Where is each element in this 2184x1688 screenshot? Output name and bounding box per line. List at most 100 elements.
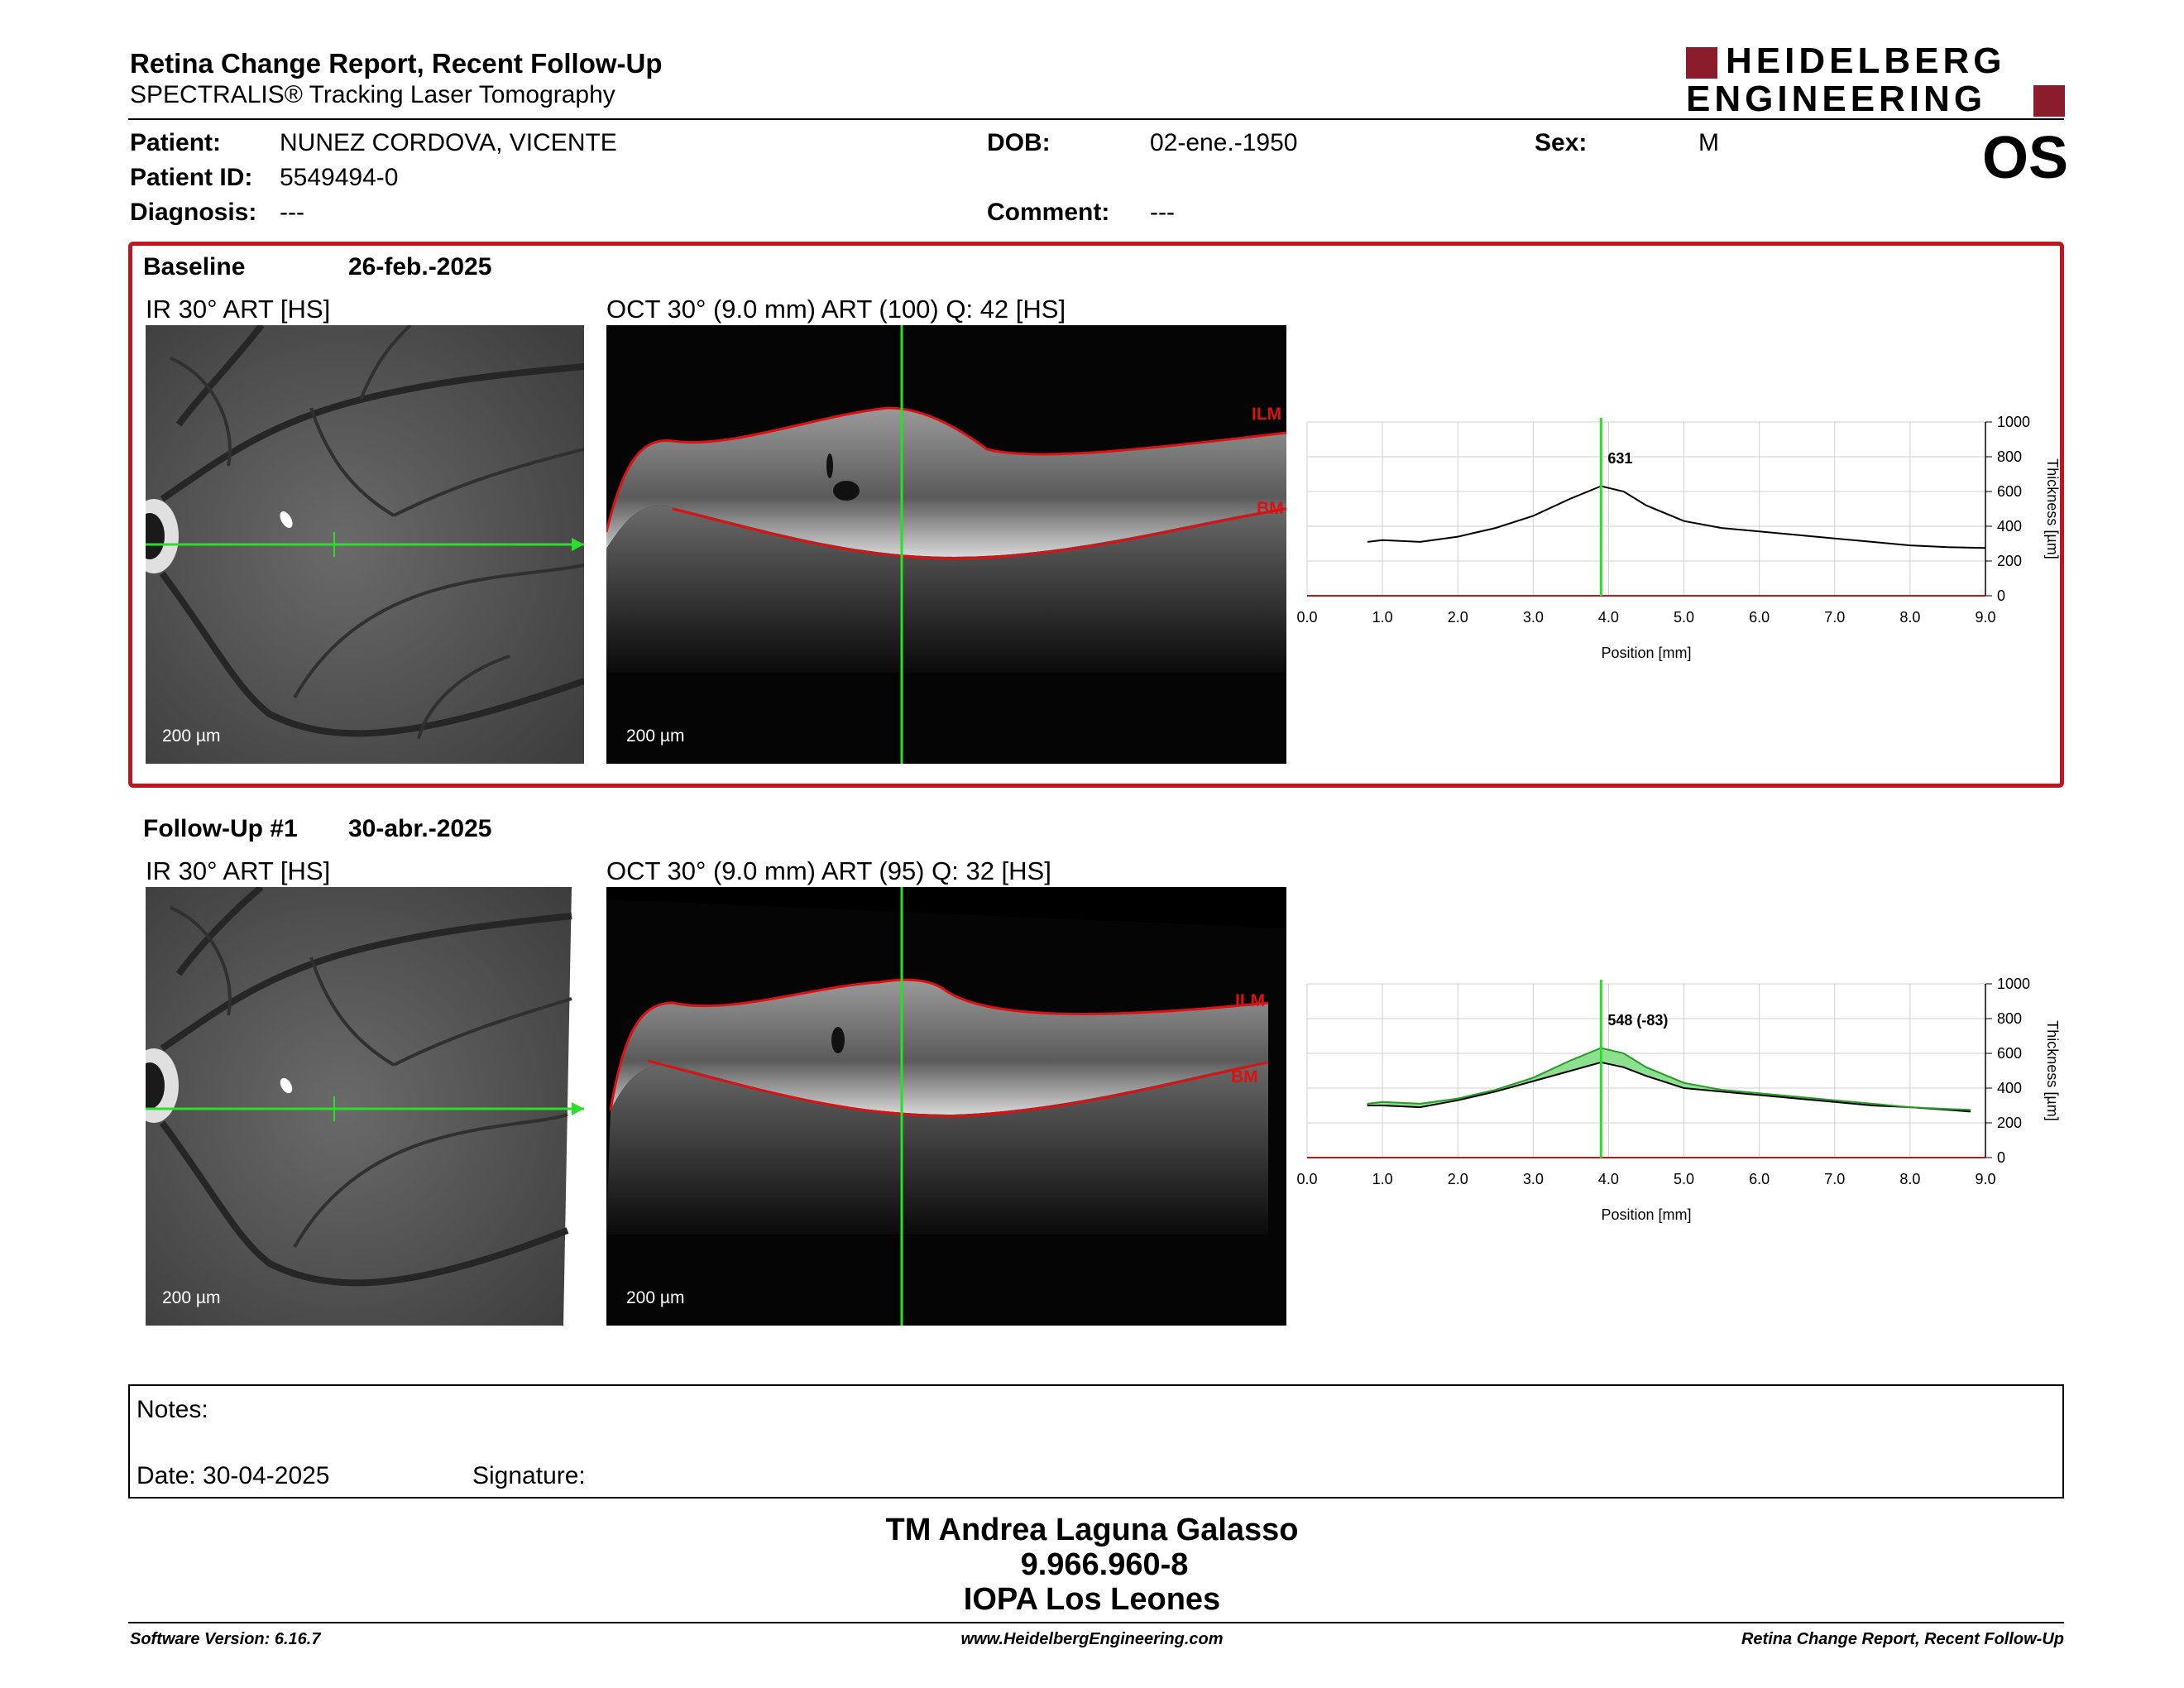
- followup-oct-scale: 200 µm: [626, 1288, 685, 1307]
- fundus-vessels-icon: [146, 887, 584, 1326]
- followup-bm-label: BM: [1231, 1067, 1258, 1086]
- notes-label: Notes:: [136, 1396, 208, 1423]
- thickness-line: [1367, 1047, 1971, 1111]
- baseline-ir-image[interactable]: 200 µm: [146, 325, 584, 764]
- x-tick-label: 3.0: [1523, 1171, 1544, 1187]
- comment-value: ---: [1150, 199, 1175, 226]
- baseline-thickness-chart: 0.0 1.0 2.0 3.0 4.0 5.0 6.0 7.0 8.0 9.00 200 400 600…: [1296, 414, 2061, 661]
- sex-label: Sex:: [1535, 129, 1588, 156]
- dob-label: DOB:: [987, 129, 1051, 156]
- x-tick-label: 6.0: [1749, 609, 1770, 626]
- y-tick-label: 800: [1997, 448, 2022, 465]
- x-tick-label: 9.0: [1975, 1171, 1995, 1187]
- logo-square-icon: [1686, 47, 1717, 79]
- y-tick-label: 1000: [1997, 976, 2030, 992]
- x-tick-label: 8.0: [1899, 1171, 1920, 1187]
- patient-label: Patient:: [130, 129, 222, 156]
- y-tick-label: 200: [1997, 553, 2022, 569]
- marker-value-label: 548 (-83): [1607, 1012, 1668, 1029]
- marker-value-label: 631: [1607, 450, 1632, 467]
- x-tick-label: 8.0: [1899, 609, 1920, 626]
- baseline-ir-scale: 200 µm: [162, 727, 221, 746]
- x-tick-label: 1.0: [1372, 609, 1393, 626]
- x-tick-label: 4.0: [1598, 609, 1619, 626]
- y-tick-label: 800: [1997, 1010, 2022, 1027]
- website-link[interactable]: www.HeidelbergEngineering.com: [960, 1630, 1224, 1648]
- software-version: Software Version: 6.16.7: [130, 1630, 321, 1648]
- diagnosis-label: Diagnosis:: [130, 199, 257, 226]
- followup-ir-scale: 200 µm: [162, 1288, 221, 1307]
- x-tick-label: 7.0: [1824, 1171, 1845, 1187]
- notes-box[interactable]: Notes: Date: 30-04-2025 Signature:: [128, 1384, 2064, 1499]
- followup-ir-image[interactable]: 200 µm: [146, 887, 584, 1326]
- x-tick-label: 9.0: [1975, 609, 1995, 626]
- heidelberg-logo: HEIDELBERG ENGINEERING: [1686, 41, 2067, 119]
- x-tick-label: 2.0: [1448, 1171, 1468, 1187]
- x-tick-label: 5.0: [1674, 1171, 1694, 1187]
- x-axis-label: Position [mm]: [1601, 645, 1691, 661]
- footer-divider: [128, 1622, 2064, 1623]
- eye-indicator: OS: [1981, 125, 2068, 191]
- baseline-oct-label: OCT 30° (9.0 mm) ART (100) Q: 42 [HS]: [606, 295, 1066, 324]
- oct-bscan-icon: [606, 887, 1286, 1326]
- y-axis-label: Thickness [µm]: [2044, 458, 2061, 559]
- logo-line1: HEIDELBERG: [1726, 41, 2006, 81]
- patient-id-label: Patient ID:: [130, 164, 253, 191]
- followup-oct-image[interactable]: ILM BM 200 µm: [606, 887, 1286, 1326]
- patient-name: NUNEZ CORDOVA, VICENTE: [280, 129, 617, 156]
- baseline-bm-label: BM: [1257, 499, 1284, 518]
- logo-line2: ENGINEERING: [1686, 79, 1987, 119]
- x-tick-label: 0.0: [1296, 609, 1317, 626]
- baseline-section: [128, 242, 2064, 788]
- signer-name: TM Andrea Laguna Galasso: [885, 1513, 1299, 1547]
- baseline-oct-image[interactable]: ILM BM 200 µm: [606, 325, 1286, 764]
- thickness-line: [1367, 1061, 1971, 1113]
- x-tick-label: 4.0: [1598, 1171, 1619, 1187]
- y-tick-label: 1000: [1997, 414, 2030, 430]
- notes-date: Date: 30-04-2025: [136, 1462, 330, 1489]
- patient-id: 5549494-0: [280, 164, 399, 191]
- logo-square-icon: [2033, 85, 2065, 117]
- y-tick-label: 0: [1997, 587, 2005, 604]
- thickness-line: [1367, 485, 1986, 549]
- baseline-date: 26-feb.-2025: [348, 253, 492, 281]
- diagnosis-value: ---: [280, 199, 304, 226]
- y-tick-label: 0: [1997, 1149, 2005, 1166]
- y-tick-label: 200: [1997, 1115, 2022, 1131]
- sex-value: M: [1698, 129, 1719, 156]
- baseline-oct-scale: 200 µm: [626, 727, 685, 746]
- baseline-ilm-label: ILM: [1252, 405, 1282, 424]
- signature-label: Signature:: [472, 1462, 586, 1489]
- x-axis-label: Position [mm]: [1601, 1206, 1691, 1223]
- x-tick-label: 2.0: [1448, 609, 1468, 626]
- oct-bscan-icon: [606, 325, 1286, 764]
- report-title: Retina Change Report, Recent Follow-Up: [130, 48, 663, 79]
- y-tick-label: 400: [1997, 1080, 2022, 1096]
- baseline-label: Baseline: [143, 253, 246, 281]
- signer-org: IOPA Los Leones: [963, 1582, 1221, 1617]
- y-axis-label: Thickness [µm]: [2044, 1020, 2061, 1120]
- x-tick-label: 6.0: [1749, 1171, 1770, 1187]
- followup-date: 30-abr.-2025: [348, 815, 492, 842]
- followup-oct-label: OCT 30° (9.0 mm) ART (95) Q: 32 [HS]: [606, 856, 1051, 885]
- followup-ilm-label: ILM: [1235, 991, 1266, 1010]
- fundus-vessels-icon: [146, 325, 584, 764]
- x-tick-label: 0.0: [1296, 1171, 1317, 1187]
- y-tick-label: 400: [1997, 518, 2022, 535]
- x-tick-label: 5.0: [1674, 609, 1694, 626]
- comment-label: Comment:: [987, 199, 1110, 226]
- baseline-ir-label: IR 30° ART [HS]: [146, 295, 331, 324]
- x-tick-label: 1.0: [1372, 1171, 1393, 1187]
- footer-report-name: Retina Change Report, Recent Follow-Up: [1741, 1630, 2064, 1648]
- y-tick-label: 600: [1997, 483, 2022, 500]
- report-subtitle: SPECTRALIS® Tracking Laser Tomography: [130, 81, 615, 108]
- followup-label: Follow-Up #1: [143, 815, 298, 842]
- x-tick-label: 7.0: [1824, 609, 1845, 626]
- y-tick-label: 600: [1997, 1045, 2022, 1062]
- signer-id: 9.966.960-8: [1020, 1547, 1189, 1582]
- followup-ir-label: IR 30° ART [HS]: [146, 856, 331, 885]
- header-divider: [128, 118, 2064, 120]
- x-tick-label: 3.0: [1523, 609, 1544, 626]
- followup-thickness-chart: 0.0 1.0 2.0 3.0 4.0 5.0 6.0 7.0 8.0 9.00 200 400 600…: [1296, 976, 2061, 1223]
- dob-value: 02-ene.-1950: [1150, 129, 1298, 156]
